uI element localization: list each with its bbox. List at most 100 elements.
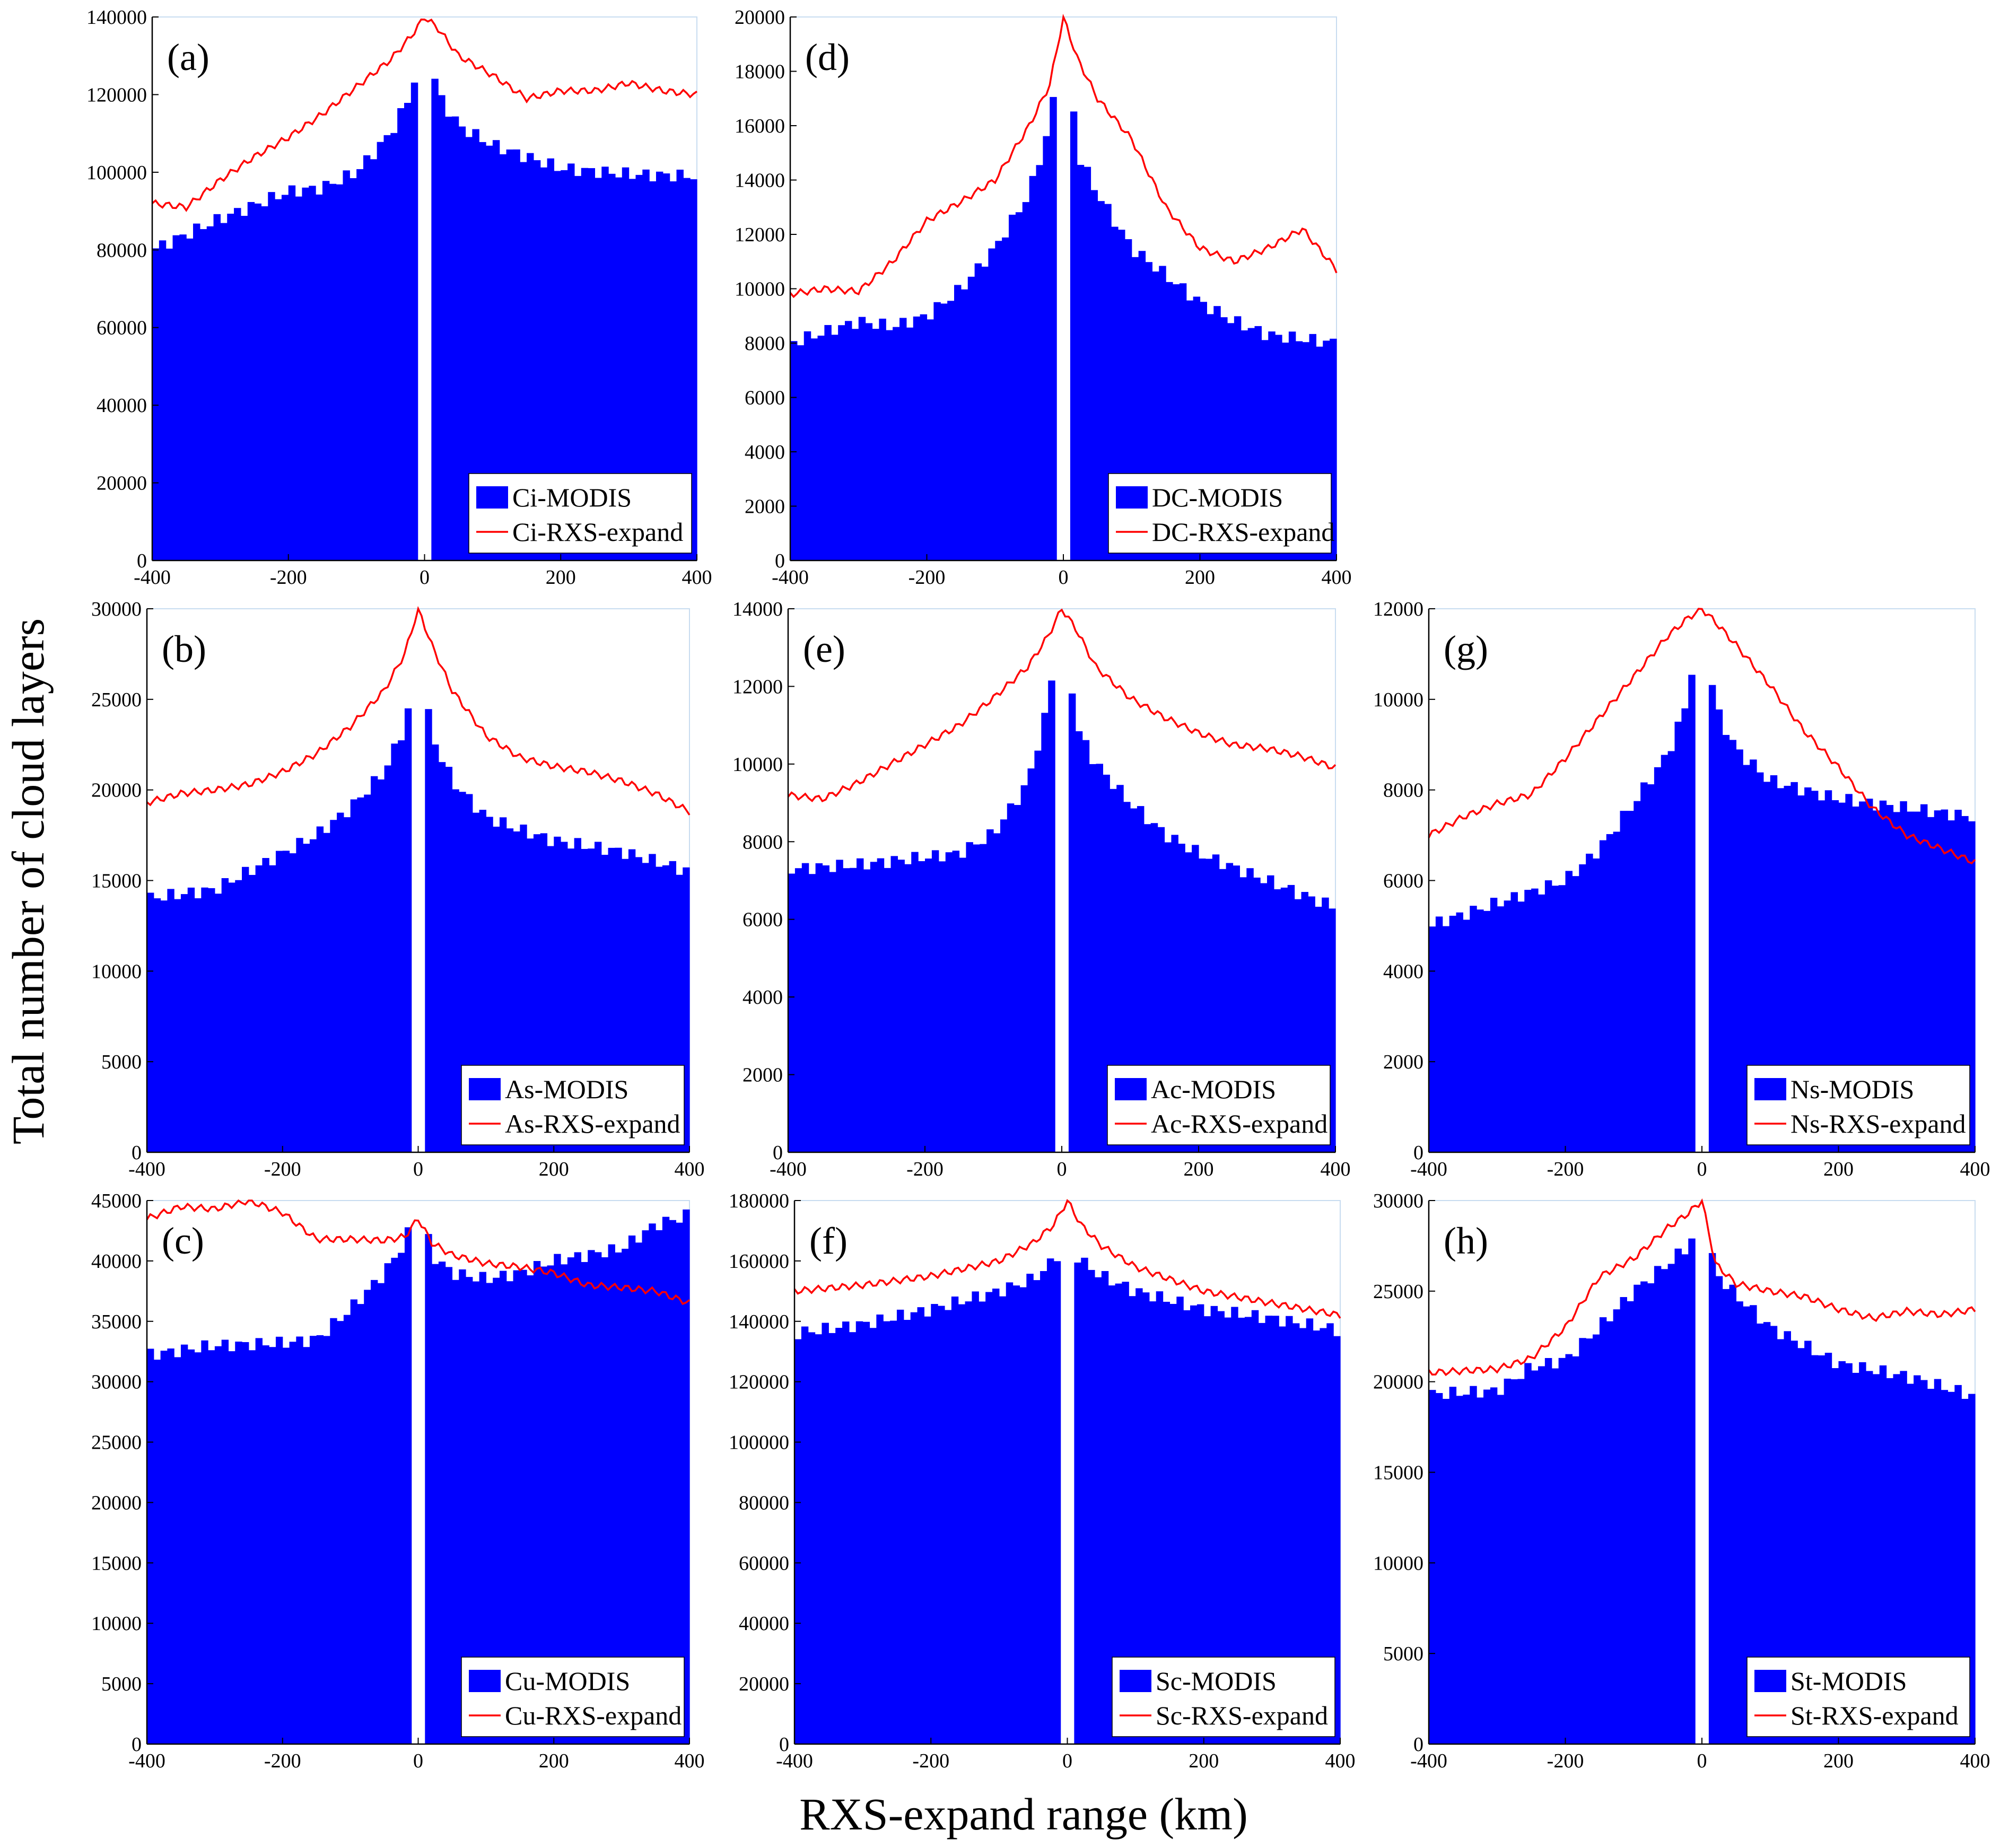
bar	[1027, 768, 1035, 1152]
bar	[404, 102, 412, 560]
bar	[410, 82, 418, 561]
bar	[350, 178, 357, 561]
bar	[656, 1230, 663, 1744]
bar	[398, 740, 405, 1152]
y-tick-label: 20000	[739, 1673, 789, 1695]
y-tick-label: 25000	[1373, 1281, 1423, 1303]
bar	[890, 856, 898, 1152]
legend-label-line: Ci-RXS-expand	[512, 517, 683, 547]
bar	[945, 852, 953, 1152]
bar	[858, 317, 866, 560]
bar	[879, 318, 886, 560]
bar	[1470, 906, 1477, 1152]
y-tick-label: 0	[779, 1733, 789, 1756]
x-tick-label: 0	[420, 566, 430, 589]
bar	[1818, 800, 1825, 1152]
bar	[153, 1360, 161, 1744]
bar	[845, 321, 852, 560]
bar	[1033, 1280, 1041, 1744]
bar	[622, 167, 630, 561]
y-tick-label: 0	[137, 550, 147, 572]
bar	[1804, 787, 1812, 1152]
bar	[330, 820, 337, 1152]
bar	[1859, 1362, 1866, 1744]
y-tick-label: 10000	[732, 754, 783, 776]
panel-g: 0 2000 4000 6000 8000 10000 12000 -400 -200 0 200 4…	[1373, 598, 1990, 1180]
bar	[1313, 1330, 1321, 1744]
bar	[213, 214, 221, 560]
bar	[979, 1301, 986, 1744]
bar	[1777, 788, 1785, 1152]
bar	[1497, 1395, 1505, 1744]
y-tick-label: 2000	[1383, 1051, 1423, 1073]
bar	[1040, 1271, 1047, 1744]
bar	[1510, 892, 1518, 1152]
bar	[1169, 1303, 1177, 1744]
bar	[316, 1335, 324, 1744]
x-tick-label: -200	[1547, 1750, 1584, 1772]
bar	[1661, 1269, 1669, 1744]
y-tick-label: 12000	[735, 224, 785, 246]
bar	[940, 303, 948, 560]
bar	[899, 318, 907, 560]
bar	[1149, 1301, 1157, 1744]
bar	[1238, 1317, 1245, 1744]
bar	[1729, 740, 1736, 1152]
bar	[993, 833, 1001, 1152]
bar	[248, 1350, 256, 1744]
y-tick-label: 6000	[1383, 870, 1423, 892]
bar	[910, 1312, 918, 1744]
bar	[1176, 1297, 1184, 1744]
bar	[167, 1348, 174, 1744]
bar	[1640, 782, 1648, 1152]
x-tick-label: 400	[1960, 1750, 1990, 1772]
bar	[1077, 164, 1085, 560]
bar	[533, 160, 541, 560]
bar	[808, 1332, 816, 1744]
bar	[999, 1296, 1007, 1744]
bar	[676, 169, 684, 560]
x-tick-label: -200	[264, 1158, 301, 1180]
x-tick-label: -400	[1410, 1158, 1447, 1180]
bars-c	[147, 1209, 690, 1744]
bar	[1517, 901, 1525, 1152]
bar	[628, 179, 636, 560]
legend-label-bars: Ci-MODIS	[512, 483, 632, 512]
y-tick-label: 6000	[743, 909, 783, 931]
bar	[370, 1280, 378, 1744]
bar	[960, 289, 968, 560]
bar	[1811, 791, 1819, 1152]
x-tick-label: 200	[1185, 566, 1215, 589]
legend-label-line: Ns-RXS-expand	[1790, 1109, 1966, 1138]
bar	[445, 767, 453, 1152]
bar	[1306, 1318, 1314, 1744]
bar	[1096, 764, 1103, 1152]
bar	[451, 116, 459, 561]
bar	[363, 155, 371, 560]
bars-h	[1429, 1238, 1976, 1744]
y-tick-label: 5000	[101, 1051, 142, 1073]
bar	[187, 887, 195, 1152]
y-tick-label: 35000	[91, 1311, 142, 1333]
bars-d	[790, 97, 1337, 561]
bar	[567, 1257, 575, 1744]
bar	[1824, 790, 1832, 1152]
bar	[1009, 214, 1016, 560]
bar	[927, 319, 934, 560]
bar	[1244, 1317, 1252, 1744]
bar	[822, 1322, 829, 1744]
bar	[160, 900, 168, 1152]
y-tick-label: 20000	[91, 1492, 142, 1514]
bar	[1784, 1331, 1791, 1744]
bar	[817, 335, 825, 560]
bar	[445, 116, 452, 560]
y-tick-label: 8000	[745, 332, 785, 355]
bar	[924, 1316, 931, 1744]
bar	[1565, 871, 1573, 1152]
bar	[1279, 1326, 1286, 1744]
bar	[220, 223, 228, 560]
bar	[275, 199, 282, 560]
bar	[172, 235, 180, 560]
x-tick-label: -400	[128, 1158, 165, 1180]
bar	[904, 864, 912, 1152]
